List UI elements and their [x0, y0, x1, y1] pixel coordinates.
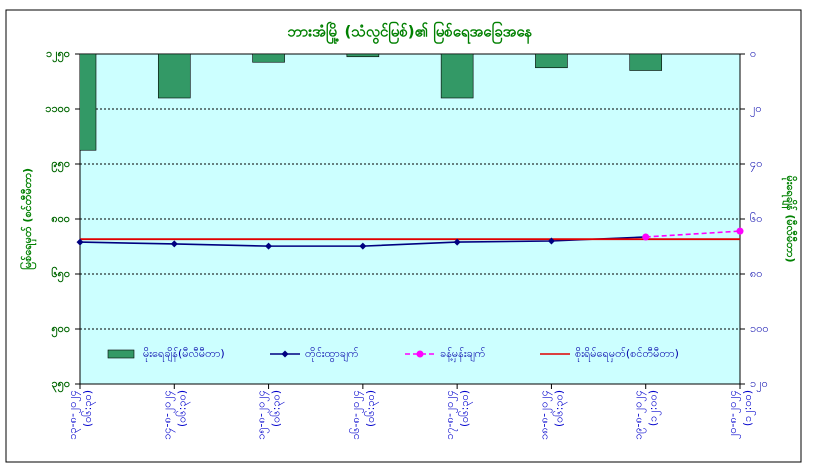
y-tick-label: ၈၀၀: [51, 212, 70, 225]
y2-tick-label: ၀: [750, 47, 756, 60]
marker: [265, 242, 273, 250]
y-tick-label: ၆၅၀: [51, 267, 70, 283]
x-tick-label: (၀၆:၃၀): [175, 390, 190, 427]
y2-tick-label: ၆၀: [750, 212, 762, 225]
marker: [642, 233, 650, 241]
y-tick-label: ၉၅၀: [51, 157, 70, 173]
legend-swatch: [107, 349, 135, 359]
marker: [359, 242, 367, 250]
legend-label: စိုးရိမ်ရေမှတ်(စင်တီမီတာ): [575, 347, 679, 362]
x-tick-label: (၀၆:၃၀): [458, 390, 473, 427]
x-tick-label-group: ၁၄-၈-၂၀၂၄ (၀၆:၃၀): [160, 390, 190, 440]
legend-marker: [416, 350, 424, 358]
marker: [547, 237, 555, 245]
x-tick-label: ၁၇-၈-၂၀၂၄: [443, 390, 458, 440]
y-axis-label: မြစ်ရေမှတ် (စင်တီမီတာ): [19, 168, 37, 270]
x-tick-label: ၁၅-၈-၂၀၂၄: [255, 390, 270, 440]
rain-bar: [157, 54, 191, 99]
x-tick-label-group: ၁၈-၈-၂၀၂၄ (၀၆:၃၀): [537, 390, 567, 440]
x-tick-label: (၀၆:၃၀): [270, 390, 285, 427]
marker: [170, 240, 178, 248]
x-tick-label: (၁၂:၀၀): [647, 390, 662, 426]
x-tick-label: ၁၆-၈-၂၀၂၄: [349, 390, 364, 440]
x-tick-label-group: ၂၀-၈-၂၀၂၄ (၁၂:၀၀): [726, 390, 756, 439]
x-tick-label-group: ၁၇-၈-၂၀၂၄ (၀၆:၃၀): [443, 390, 473, 440]
y-tick-label: ၁၂၅၀: [46, 47, 70, 63]
x-tick-label: (၀၆:၃၀): [364, 390, 379, 427]
x-tick-label-group: ၁၉-၈-၂၀၂၄ (၁၂:၀၀): [632, 390, 662, 440]
marker: [453, 238, 461, 246]
y2-axis-label: မိုးရေချိန် (မီလီမီတာ): [781, 176, 798, 263]
legend-marker: [281, 350, 289, 358]
rain-bar: [440, 54, 474, 99]
y2-tick-label: ၈၀: [750, 267, 762, 280]
y-tick-label: ၁၁၀၀: [45, 102, 70, 115]
y-tick-label: ၃၅၀: [51, 377, 70, 393]
legend-label: တိုင်းထွာချက်: [305, 347, 359, 362]
x-tick-label: ၂၀-၈-၂၀၂၄: [726, 390, 741, 439]
x-tick-label: (၀၆:၃၀): [552, 390, 567, 427]
rain-bar: [252, 54, 285, 63]
y2-tick-label: ၄၀: [750, 157, 762, 172]
x-tick-label: ၁၉-၈-၂၀၂၄: [632, 390, 647, 440]
x-tick-label-group: ၁၆-၈-၂၀၂၄ (၀၆:၃၀): [349, 390, 379, 440]
rain-bar: [535, 54, 568, 69]
legend-label: မိုးရေချိန်(မီလီမီတာ): [143, 347, 225, 362]
rain-bar: [346, 54, 380, 58]
x-tick-label: ၁၄-၈-၂၀၂၄: [160, 390, 175, 440]
x-tick-label-group: ၁၅-၈-၂၀၂၄ (၀၆:၃၀): [255, 390, 285, 440]
y-tick-label: ၅၀၀: [51, 322, 70, 338]
y2-tick-label: ၁၀၀: [750, 322, 769, 335]
marker: [76, 238, 84, 246]
x-tick-label: ၁၃-၈-၂၀၂၄: [66, 390, 81, 440]
x-tick-label: ၁၈-၈-၂၀၂၄: [537, 390, 552, 440]
y2-tick-label: ၁၂၀: [750, 377, 768, 392]
marker: [736, 227, 744, 235]
y2-tick-label: ၂၀: [750, 102, 762, 117]
legend-label: ခန့်မှန်းချက်: [440, 347, 486, 362]
x-tick-label-group: ၁၃-၈-၂၀၂၄ (၀၆:၃၀): [66, 390, 96, 440]
rain-bar: [629, 54, 663, 71]
x-tick-label: (၁၂:၀၀): [741, 390, 756, 426]
x-tick-label: (၀၆:၃၀): [81, 390, 96, 427]
rain-bar: [80, 54, 97, 151]
